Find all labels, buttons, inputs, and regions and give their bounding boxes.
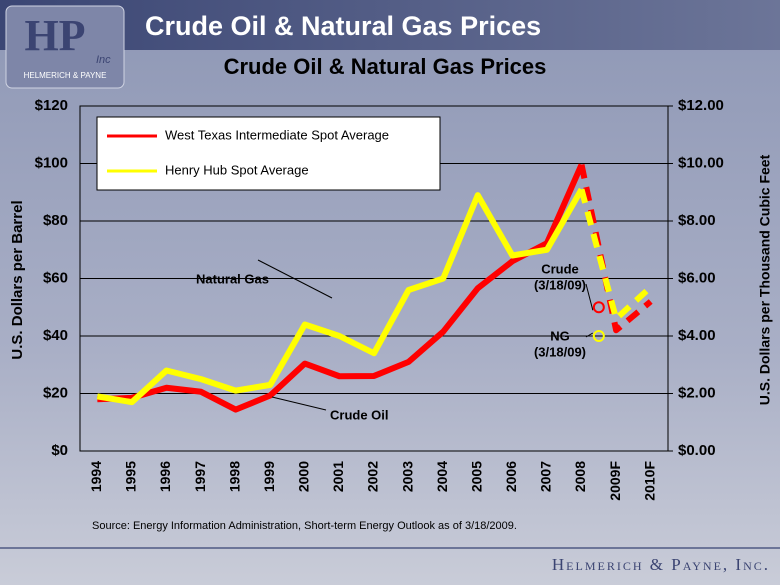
source-note: Source: Energy Information Administratio… bbox=[92, 520, 517, 532]
x-tick-label: 1997 bbox=[192, 461, 208, 492]
logo-name: HELMERICH & PAYNE bbox=[24, 71, 107, 80]
annotation-arrow bbox=[271, 396, 327, 411]
y2-tick-label: $4.00 bbox=[678, 327, 716, 344]
marker-label: (3/18/09) bbox=[534, 277, 586, 292]
footer-company: Helmerich & Payne, Inc. bbox=[552, 555, 770, 574]
logo-mark: HP bbox=[24, 11, 85, 60]
x-tick-label: 1995 bbox=[123, 461, 139, 492]
x-tick-label: 1996 bbox=[157, 461, 173, 492]
marker-label: (3/18/09) bbox=[534, 344, 586, 359]
y2-tick-label: $6.00 bbox=[678, 269, 716, 286]
x-tick-label: 1994 bbox=[88, 461, 104, 492]
x-tick-label: 2010F bbox=[641, 461, 657, 501]
annotation: Natural Gas bbox=[196, 271, 269, 286]
x-tick-label: 2006 bbox=[503, 461, 519, 492]
y-tick-label: $100 bbox=[35, 154, 68, 171]
legend-box bbox=[96, 116, 441, 191]
x-tick-label: 2001 bbox=[330, 461, 346, 492]
logo-sub: Inc bbox=[96, 54, 111, 66]
y-tick-label: $20 bbox=[43, 384, 68, 401]
x-tick-label: 2004 bbox=[434, 461, 450, 492]
y2-tick-label: $10.00 bbox=[678, 154, 724, 171]
annotation-arrow bbox=[257, 259, 333, 299]
chart-title: Crude Oil & Natural Gas Prices bbox=[224, 54, 547, 79]
x-tick-label: 2005 bbox=[468, 461, 484, 492]
y2-axis-title: U.S. Dollars per Thousand Cubic Feet bbox=[757, 154, 773, 405]
y2-tick-label: $2.00 bbox=[678, 384, 716, 401]
x-tick-label: 1999 bbox=[261, 461, 277, 492]
plot: $0 $20 $40 $60 $80 $100 $120 $0.00 $2.00 $4.00 $6.… bbox=[35, 97, 724, 501]
y-tick-label: $40 bbox=[43, 327, 68, 344]
y-tick-label: $120 bbox=[35, 97, 68, 114]
annotation: Crude Oil bbox=[330, 407, 389, 422]
x-tick-label: 1998 bbox=[226, 461, 242, 492]
series-line bbox=[96, 187, 585, 406]
y-tick-label: $60 bbox=[43, 269, 68, 286]
y-tick-label: $0 bbox=[51, 442, 68, 459]
y2-tick-label: $8.00 bbox=[678, 212, 716, 229]
forecast-line bbox=[578, 188, 653, 322]
y2-tick-label: $12.00 bbox=[678, 97, 724, 114]
legend-label: Henry Hub Spot Average bbox=[165, 162, 309, 177]
x-tick-label: 2009F bbox=[607, 461, 623, 501]
y2-tick-label: $0.00 bbox=[678, 442, 716, 459]
x-tick-label: 2003 bbox=[399, 461, 415, 492]
marker-arrow bbox=[585, 283, 594, 311]
marker-arrow bbox=[585, 332, 594, 338]
series-line bbox=[97, 163, 585, 413]
x-tick-label: 2007 bbox=[538, 461, 554, 492]
x-tick-label: 2002 bbox=[365, 461, 381, 492]
y-tick-label: $80 bbox=[43, 212, 68, 229]
legend-label: West Texas Intermediate Spot Average bbox=[165, 127, 389, 142]
slide-title: Crude Oil & Natural Gas Prices bbox=[145, 11, 541, 41]
x-tick-label: 2000 bbox=[296, 461, 312, 492]
logo-box bbox=[5, 5, 125, 89]
marker-label: NG bbox=[550, 328, 570, 343]
marker-point bbox=[592, 330, 605, 342]
marker-label: Crude bbox=[541, 261, 579, 276]
header-bar bbox=[0, 0, 780, 50]
forecast-line bbox=[578, 164, 653, 334]
marker-point bbox=[592, 301, 605, 314]
y-axis-title: U.S. Dollars per Barrel bbox=[9, 200, 26, 359]
x-tick-label: 2008 bbox=[572, 461, 588, 492]
